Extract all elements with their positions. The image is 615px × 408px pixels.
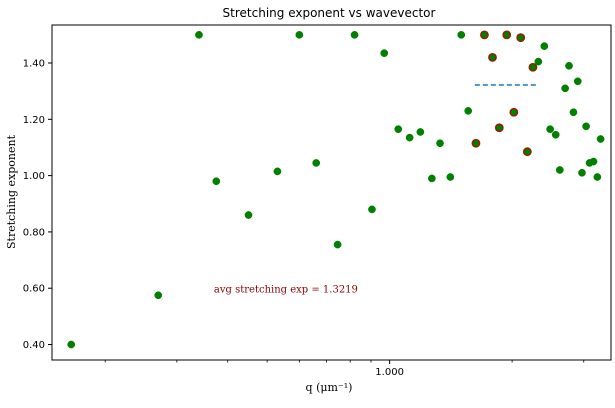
plot-area: 0.40 0.60 0.80 1.00 1.20 1.40 1.000 avg stretch… — [23, 24, 612, 378]
data-point — [436, 139, 444, 148]
data-point — [428, 174, 436, 183]
data-point — [534, 57, 543, 66]
data-point — [368, 205, 376, 214]
data-point — [67, 340, 76, 349]
data-point — [565, 61, 573, 70]
data-point — [589, 157, 598, 166]
y-tick-label: 1.00 — [23, 171, 45, 182]
data-point — [488, 52, 497, 62]
data-point — [578, 168, 586, 177]
data-point — [471, 138, 481, 148]
data-point — [582, 122, 590, 131]
data-point — [416, 128, 425, 136]
y-tick-label: 1.40 — [23, 59, 45, 70]
data-point — [446, 173, 455, 181]
x-axis-label: q (μm⁻¹) — [306, 381, 353, 394]
data-point — [273, 167, 282, 176]
data-point — [596, 135, 605, 143]
data-point — [464, 107, 473, 115]
x-tick-label: 1.000 — [375, 367, 404, 378]
chart-title: Stretching exponent vs wavevector — [223, 6, 436, 20]
y-axis-label: Stretching exponent — [5, 134, 18, 249]
data-point — [457, 31, 466, 39]
data-point — [394, 125, 403, 134]
y-tick-label: 0.40 — [23, 340, 45, 351]
data-point — [480, 30, 489, 40]
data-point — [561, 84, 569, 93]
y-tick-label: 0.80 — [23, 227, 45, 238]
data-point — [546, 125, 554, 134]
data-point — [494, 123, 504, 133]
data-point — [405, 133, 414, 142]
data-point — [312, 159, 321, 167]
data-point — [154, 291, 163, 300]
data-point — [195, 31, 203, 39]
data-point — [244, 211, 253, 219]
data-point — [509, 107, 519, 117]
data-point — [528, 62, 538, 72]
y-tick-label: 0.60 — [23, 284, 45, 295]
data-point — [295, 31, 304, 39]
data-point — [593, 173, 602, 181]
data-point — [551, 130, 560, 139]
data-point — [516, 33, 526, 43]
data-point — [573, 77, 582, 86]
data-point — [380, 49, 389, 58]
data-point — [569, 108, 578, 117]
data-point — [350, 31, 359, 39]
data-point — [212, 177, 221, 186]
data-point — [333, 240, 342, 249]
data-point — [522, 147, 532, 157]
y-tick-label: 1.20 — [23, 115, 45, 126]
plot-frame — [51, 24, 612, 361]
data-point — [502, 30, 512, 40]
data-point — [555, 166, 564, 174]
average-annotation: avg stretching exp = 1.3219 — [214, 284, 358, 295]
data-point — [540, 42, 549, 50]
